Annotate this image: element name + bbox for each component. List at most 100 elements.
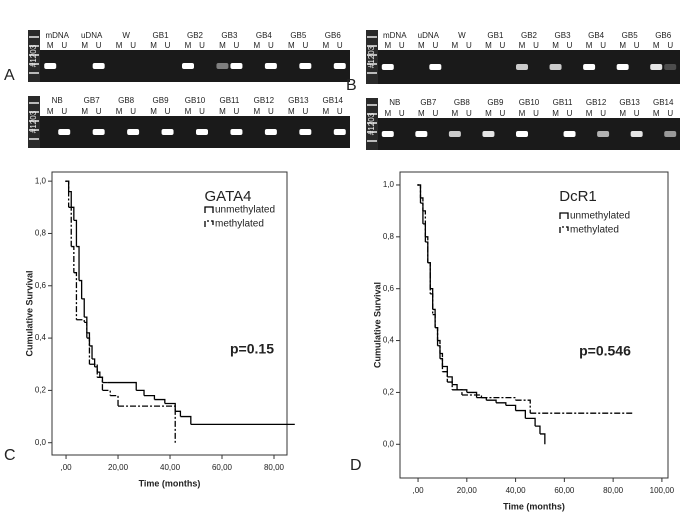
lane-label: U: [199, 41, 205, 50]
panel-letter: D: [350, 457, 362, 474]
km-step: [136, 389, 145, 396]
lane-label: U: [466, 41, 472, 50]
gel-band: [161, 129, 174, 135]
km-step: [71, 245, 75, 273]
km-step: [447, 376, 453, 385]
y-tick-label: 0,2: [383, 388, 395, 397]
sample-label: GB5: [290, 31, 307, 40]
lane-label: U: [432, 109, 438, 118]
gel-marker: [366, 30, 378, 84]
marker-band: [29, 36, 39, 38]
lane-label: U: [533, 109, 539, 118]
lane-label: M: [418, 41, 425, 50]
marker-band: [29, 102, 39, 104]
sample-label: GB8: [118, 96, 135, 105]
lane-label: U: [600, 109, 606, 118]
gel-band: [563, 131, 576, 137]
km-step: [439, 352, 444, 372]
x-tick-label: 40,00: [160, 463, 181, 472]
lane-label: U: [268, 107, 274, 116]
gel-band: [264, 63, 277, 69]
sample-label: GB3: [555, 31, 572, 40]
sample-label: GB1: [153, 31, 170, 40]
gel-band: [333, 63, 346, 69]
km-step: [86, 337, 91, 365]
sample-label: GB4: [256, 31, 273, 40]
km-step: [466, 391, 478, 398]
x-axis-label: Time (months): [503, 501, 565, 511]
marker-band: [367, 122, 377, 124]
km-step: [68, 206, 72, 247]
y-tick-label: 0,4: [383, 336, 395, 345]
sample-label: GB1: [487, 31, 504, 40]
sample-label: GB10: [185, 96, 206, 105]
gel-band: [299, 129, 312, 135]
plot-frame: [51, 171, 288, 456]
km-step: [442, 371, 448, 383]
lane-label: U: [96, 107, 102, 116]
gel-band: [650, 64, 663, 70]
y-tick-label: 1,0: [383, 180, 395, 189]
lane-label: M: [384, 41, 391, 50]
km-step: [525, 417, 536, 427]
km-step: [110, 394, 119, 407]
km-step: [515, 399, 531, 414]
lane-label: M: [552, 109, 559, 118]
km-step: [73, 219, 78, 247]
legend-swatch: [559, 226, 569, 233]
legend-swatch: [204, 206, 214, 213]
lane-label: U: [96, 41, 102, 50]
km-step: [71, 206, 75, 221]
lane-label: U: [399, 41, 405, 50]
gel-band: [127, 129, 140, 135]
panel-letter: B: [346, 77, 357, 94]
lane-label: M: [653, 109, 660, 118]
km-step: [452, 383, 458, 390]
x-tick-label: 20,00: [108, 463, 129, 472]
km-step: [102, 389, 111, 396]
lane-label: M: [254, 41, 261, 50]
x-axis-label: Time (months): [139, 478, 201, 488]
sample-label: GB12: [254, 96, 275, 105]
marker-band: [367, 140, 377, 142]
lane-label: U: [432, 41, 438, 50]
lane-label: M: [485, 109, 492, 118]
lane-label: U: [667, 109, 673, 118]
y-tick-label: 1,0: [35, 176, 47, 185]
p-value: p=0.15: [230, 341, 274, 357]
lane-label: U: [567, 41, 573, 50]
x-tick-label: 60,00: [554, 486, 575, 495]
lane-label: U: [61, 107, 67, 116]
km-step: [89, 345, 93, 360]
sample-label: GB3: [221, 31, 238, 40]
x-tick-label: 40,00: [506, 486, 527, 495]
y-tick-label: 0,0: [35, 438, 47, 447]
km-step: [68, 190, 72, 208]
gel-band: [230, 63, 243, 69]
lane-label: U: [466, 109, 472, 118]
lane-label: U: [500, 41, 506, 50]
marker-label: #1203: [29, 44, 38, 67]
gel-band: [92, 63, 105, 69]
sample-label: GB7: [420, 98, 437, 107]
sample-label: GB6: [325, 31, 342, 40]
legend-swatch: [559, 212, 569, 219]
gel-band: [58, 129, 71, 135]
km-step: [144, 394, 156, 400]
km-step: [180, 415, 192, 425]
gel-band: [630, 131, 643, 137]
gel-band: [216, 63, 229, 69]
gel-band: [92, 129, 105, 135]
lane-label: M: [81, 41, 88, 50]
lane-label: U: [337, 107, 343, 116]
km-step: [437, 339, 441, 354]
km-step: [420, 197, 424, 211]
sample-label: mDNA: [45, 31, 69, 40]
lane-label: M: [552, 41, 559, 50]
gel-band: [664, 64, 677, 70]
sample-label: GB11: [553, 98, 573, 107]
legend-label: methylated: [570, 225, 619, 236]
marker-band: [367, 63, 377, 65]
sample-label: GB14: [653, 98, 674, 107]
gel-band: [664, 131, 677, 137]
